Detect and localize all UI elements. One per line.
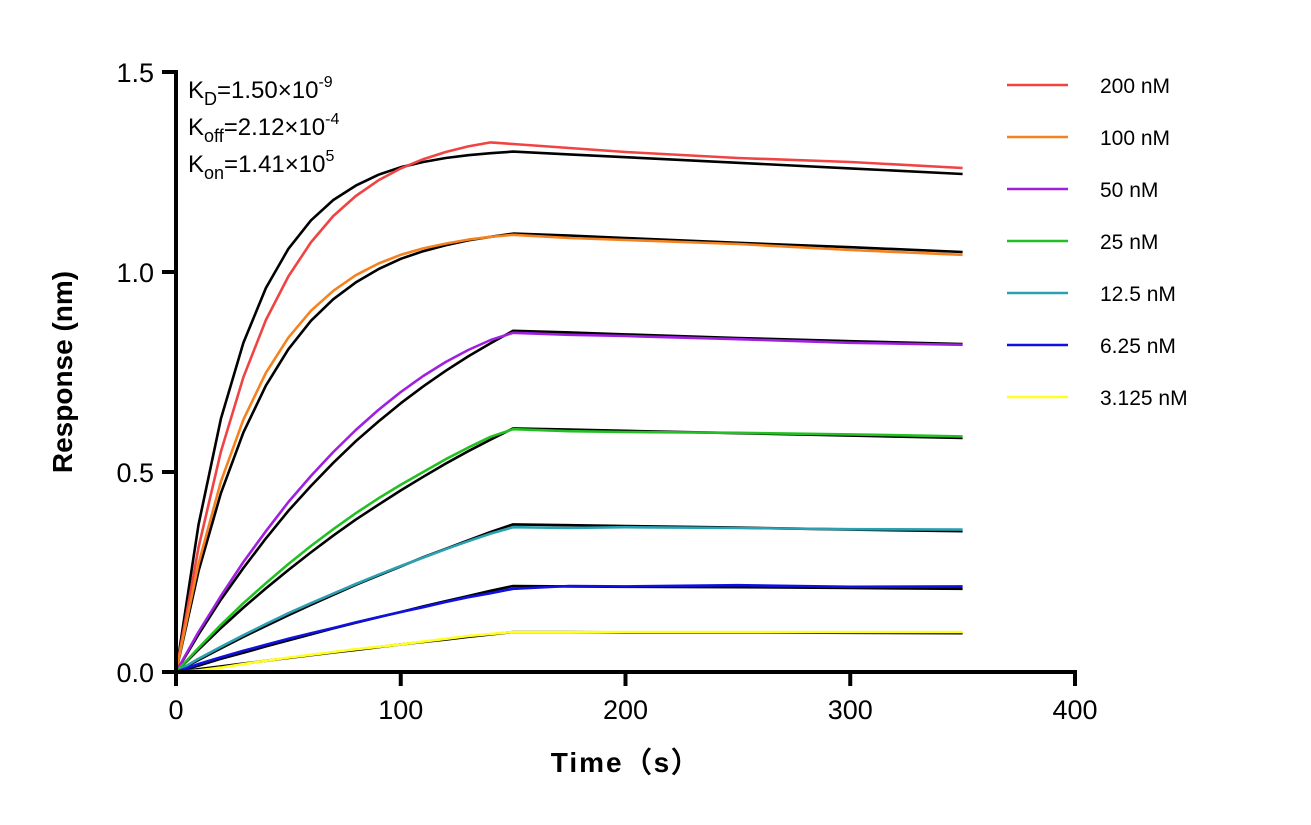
x-axis-title: Time（s） <box>551 746 701 778</box>
fit-line-200-nm <box>174 150 963 673</box>
legend-label: 50 nM <box>1100 179 1158 202</box>
series-line-100-nm <box>174 233 963 673</box>
legend-item: 200 nM <box>1007 75 1170 98</box>
y-axis-title: Response (nm) <box>47 271 78 473</box>
legend-label: 25 nM <box>1100 231 1158 254</box>
legend-item: 12.5 nM <box>1007 283 1176 306</box>
legend-label: 200 nM <box>1100 75 1170 98</box>
data-curves <box>174 141 963 674</box>
fit-curves <box>174 150 963 674</box>
x-tick-label: 0 <box>168 695 183 725</box>
legend-item: 3.125 nM <box>1007 387 1188 410</box>
kinetic-constant-on: Kon=1.41×105 <box>188 148 334 183</box>
legend-label: 3.125 nM <box>1100 387 1188 410</box>
legend-item: 6.25 nM <box>1007 335 1176 358</box>
y-tick-label: 0.0 <box>116 658 154 688</box>
legend-label: 6.25 nM <box>1100 335 1176 358</box>
legend-label: 100 nM <box>1100 127 1170 150</box>
series-line-200-nm <box>174 141 963 673</box>
legend: 200 nM 100 nM 50 nM 25 nM 12.5 nM 6.25 nM 3.12… <box>1007 75 1188 410</box>
legend-label: 12.5 nM <box>1100 283 1176 306</box>
legend-item: 50 nM <box>1007 179 1158 202</box>
fit-line-12.5-nm <box>175 523 963 674</box>
fit-line-100-nm <box>174 232 963 673</box>
y-tick-label: 1.5 <box>116 58 154 88</box>
legend-item: 100 nM <box>1007 127 1170 150</box>
x-tick-label: 300 <box>828 695 873 725</box>
series-line-50-nm <box>174 331 963 673</box>
series-line-6.25-nm <box>175 583 963 674</box>
kinetic-constant-D: KD=1.50×10-9 <box>188 74 333 109</box>
kinetic-constant-off: Koff=2.12×10-4 <box>188 111 339 146</box>
fit-line-6.25-nm <box>175 584 963 674</box>
x-tick-label: 400 <box>1052 695 1097 725</box>
series-line-25-nm <box>175 427 963 673</box>
x-tick-label: 200 <box>603 695 648 725</box>
legend-item: 25 nM <box>1007 231 1158 254</box>
y-tick-label: 0.5 <box>116 458 154 488</box>
series-line-12.5-nm <box>175 525 963 674</box>
y-tick-label: 1.0 <box>116 258 154 288</box>
axes: 0.0 0.5 1.0 1.5 0 100 200 300 400 <box>116 58 1097 725</box>
fit-line-50-nm <box>174 329 963 673</box>
series-line-3.125-nm <box>175 630 963 674</box>
x-tick-label: 100 <box>378 695 423 725</box>
fit-line-25-nm <box>175 427 963 673</box>
